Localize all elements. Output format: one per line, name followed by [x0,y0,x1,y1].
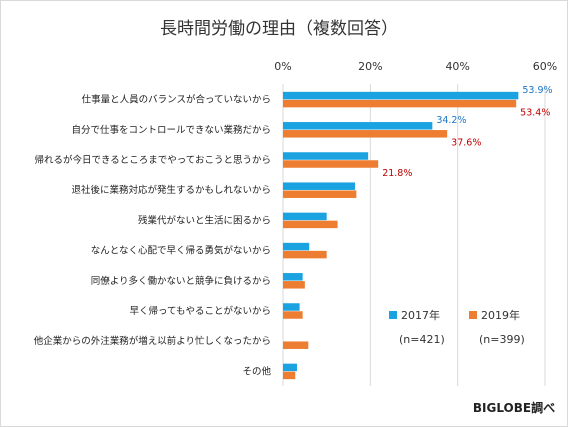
legend-label: 2017年 [401,308,440,322]
bar-2017年-7 [283,303,300,311]
category-label: 退社後に業務対応が発生するかもしれないから [71,184,271,196]
category-label: 仕事量と人員のバランスが合っていないから [82,94,271,106]
data-label: 53.9% [522,85,552,96]
bar-2017年-5 [283,242,310,251]
category-label: その他 [242,365,271,377]
legend-n-label: (n=399) [479,333,525,346]
category-label: 早く帰ってもやることがないから [129,305,271,317]
bar-2017年-4 [283,212,327,221]
category-label: 残業代がないと生活に困るから [138,214,271,226]
bar-2019年-4 [283,220,338,229]
bar-2017年-9 [283,363,297,372]
data-label: 37.6% [451,138,481,149]
x-tick-label: 0% [274,60,291,73]
category-label: 他企業からの外注業務が増え以前より忙しくなったから [34,335,271,347]
bar-2017年-0 [283,91,519,100]
data-label: 21.8% [382,168,412,179]
bar-2019年-9 [283,371,296,380]
x-tick-label: 40% [445,60,469,73]
bar-2019年-5 [283,250,327,259]
source-note: BIGLOBE調べ [473,400,555,415]
legend-swatch [389,311,397,319]
category-label: 帰れるが今日できるところまでやっておこうと思うから [34,154,271,166]
category-label: 自分で仕事をコントロールできない業務だから [71,124,271,136]
legend-label: 2019年 [481,308,520,322]
bar-2019年-8 [283,341,309,349]
bar-2019年-3 [283,190,357,198]
category-label: 同僚より多く働かないと競争に負けるから [91,275,271,287]
bar-2019年-0 [283,99,517,108]
bar-2019年-2 [283,160,379,168]
chart-title: 長時間労働の理由（複数回答） [160,19,398,39]
bar-2019年-7 [283,311,303,319]
bar-2017年-3 [283,182,356,190]
legend-n-label: (n=421) [399,333,445,346]
legend-swatch [469,311,477,319]
bar-2017年-6 [283,273,303,281]
bar-2017年-1 [283,122,433,130]
bar-2019年-1 [283,130,448,138]
category-label: なんとなく心配で早く帰る勇気がないから [91,245,271,257]
x-tick-label: 60% [533,60,557,73]
bar-2019年-6 [283,281,305,289]
data-label: 34.2% [436,115,466,126]
data-label: 53.4% [520,107,550,118]
bar-2017年-2 [283,152,369,160]
x-tick-label: 20% [358,60,382,73]
